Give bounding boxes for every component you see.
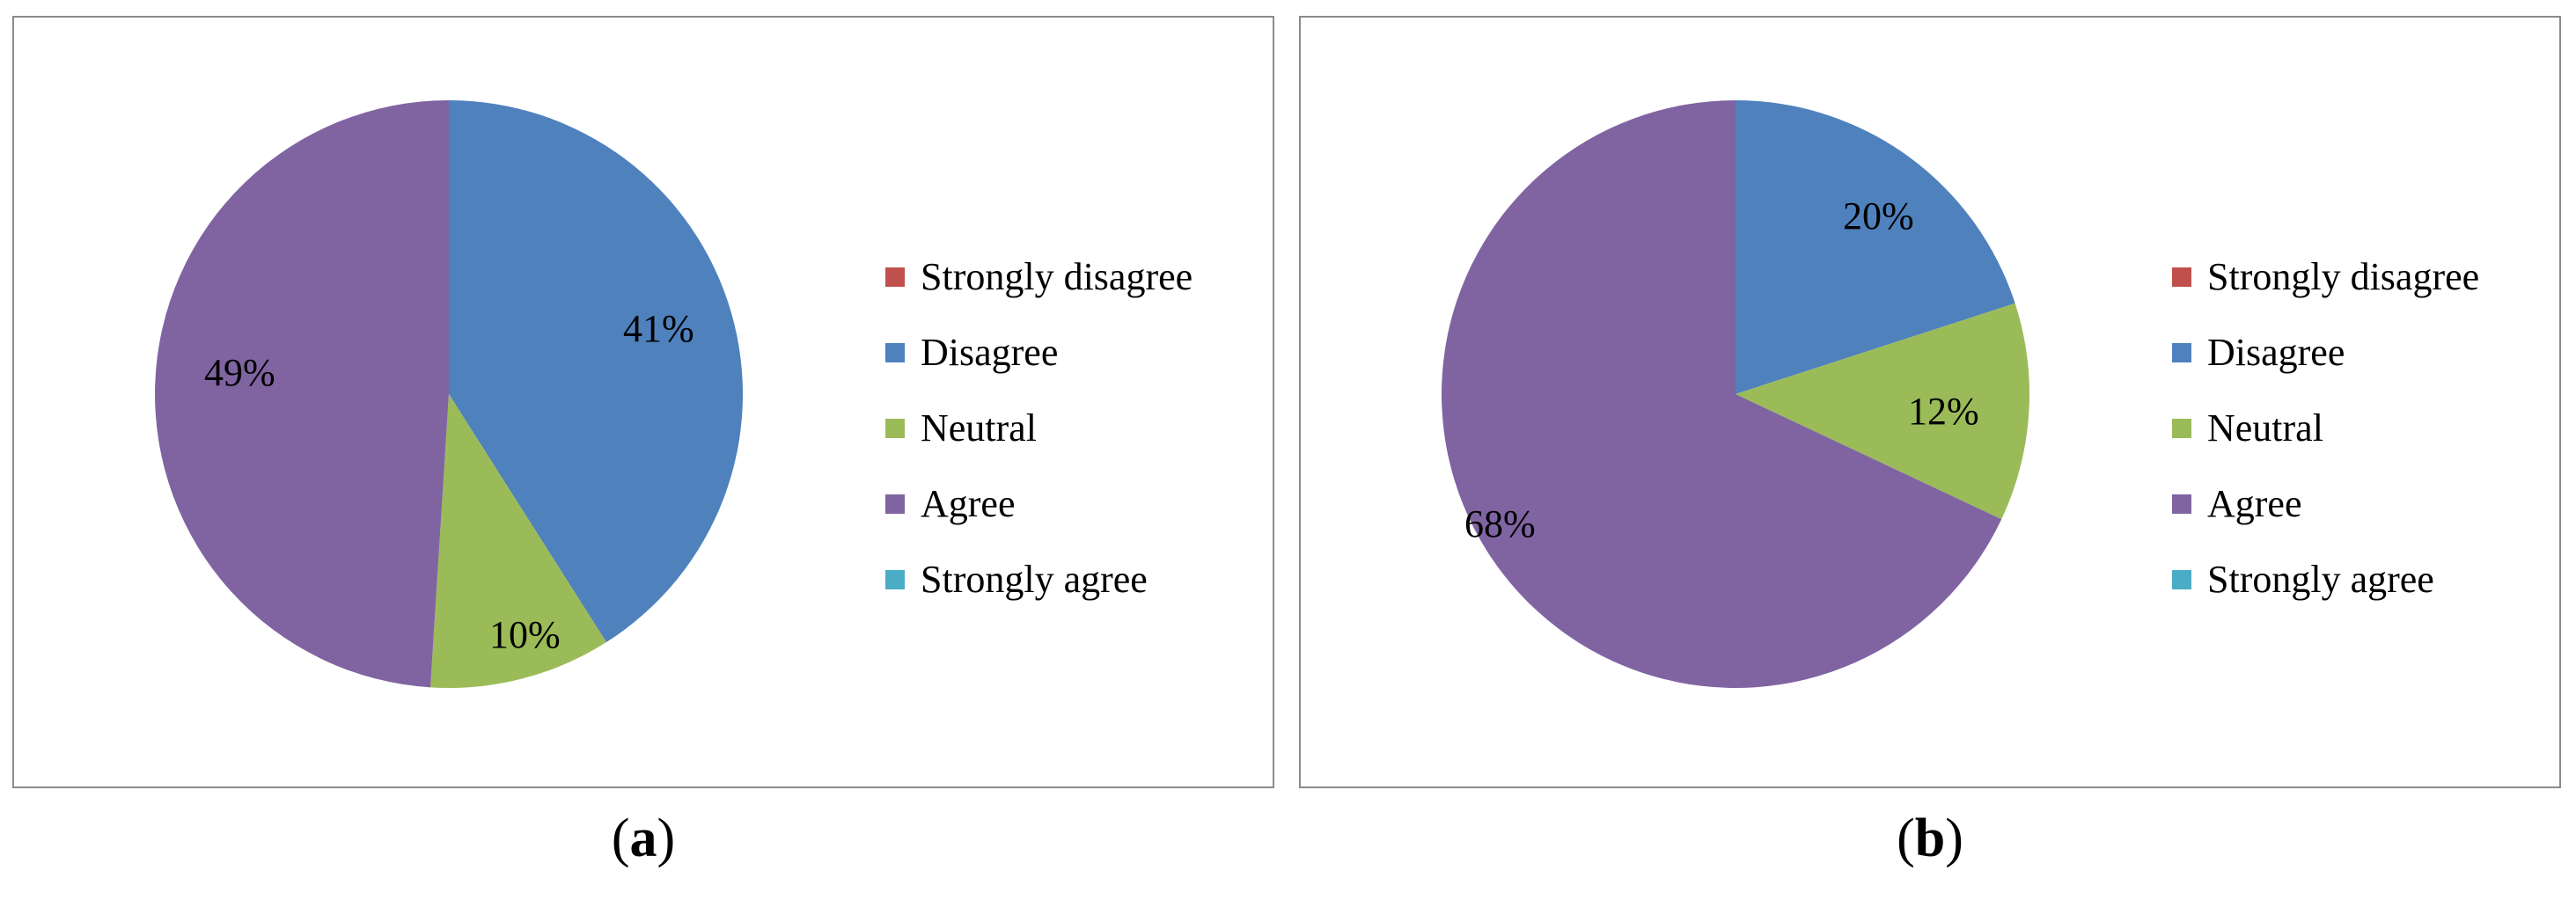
legend-b: Strongly disagree Disagree Neutral Agree Str… bbox=[2172, 239, 2479, 618]
caption-a-letter: a bbox=[629, 808, 657, 868]
legend-item-agree: Agree bbox=[885, 466, 1193, 542]
caption-a-close: ) bbox=[657, 808, 676, 868]
legend-label: Neutral bbox=[921, 406, 1037, 450]
pie-chart-a: 41% 10% 49% bbox=[155, 100, 744, 688]
legend-label: Strongly disagree bbox=[921, 255, 1193, 298]
caption-b-close: ) bbox=[1945, 808, 1963, 868]
legend-swatch bbox=[885, 494, 905, 514]
legend-label: Disagree bbox=[2207, 331, 2345, 374]
pie-chart-b: 20% 12% 68% bbox=[1441, 100, 2029, 688]
pie-slice-agree bbox=[155, 100, 449, 688]
legend-swatch bbox=[2172, 343, 2191, 362]
pie-slice-disagree bbox=[449, 100, 744, 643]
caption-b-letter: b bbox=[1914, 808, 1946, 868]
pie-slice-neutral bbox=[1736, 303, 2029, 520]
legend-a: Strongly disagree Disagree Neutral Agree Str… bbox=[885, 239, 1193, 618]
legend-item-disagree: Disagree bbox=[2172, 315, 2479, 391]
caption-a: (a) bbox=[12, 811, 1274, 866]
chart-panel-a: 41% 10% 49% Strongly disagree Disagree Neutr… bbox=[12, 16, 1274, 788]
legend-swatch bbox=[2172, 267, 2191, 287]
legend-swatch bbox=[885, 419, 905, 438]
legend-label: Disagree bbox=[921, 331, 1059, 374]
pie-slice-neutral bbox=[430, 394, 606, 688]
legend-label: Strongly agree bbox=[921, 558, 1148, 601]
legend-label: Neutral bbox=[2207, 406, 2323, 450]
pie-slice-disagree bbox=[1736, 100, 2015, 394]
data-label-disagree: 20% bbox=[1843, 194, 1914, 238]
legend-label: Agree bbox=[2207, 482, 2302, 525]
legend-item-agree: Agree bbox=[2172, 466, 2479, 542]
data-label-agree: 68% bbox=[1464, 502, 1536, 545]
legend-swatch bbox=[2172, 570, 2191, 589]
caption-a-open: ( bbox=[611, 808, 630, 868]
legend-swatch bbox=[2172, 419, 2191, 438]
data-label-agree: 49% bbox=[204, 351, 275, 394]
legend-swatch bbox=[885, 570, 905, 589]
legend-label: Agree bbox=[921, 482, 1016, 525]
data-label-neutral: 10% bbox=[489, 613, 561, 656]
pie-slice-agree bbox=[1441, 100, 2002, 688]
legend-item-disagree: Disagree bbox=[885, 315, 1193, 391]
legend-label: Strongly disagree bbox=[2207, 255, 2480, 298]
legend-swatch bbox=[885, 267, 905, 287]
legend-swatch bbox=[885, 343, 905, 362]
legend-item-strongly-disagree: Strongly disagree bbox=[885, 239, 1193, 315]
legend-item-strongly-agree: Strongly agree bbox=[2172, 542, 2479, 618]
caption-b: (b) bbox=[1299, 811, 2561, 866]
legend-item-strongly-agree: Strongly agree bbox=[885, 542, 1193, 618]
legend-item-neutral: Neutral bbox=[885, 391, 1193, 466]
legend-swatch bbox=[2172, 494, 2191, 514]
legend-item-neutral: Neutral bbox=[2172, 391, 2479, 466]
chart-panel-b: 20% 12% 68% Strongly disagree Disagree Neutr… bbox=[1299, 16, 2561, 788]
data-label-neutral: 12% bbox=[1908, 390, 1979, 433]
caption-b-open: ( bbox=[1897, 808, 1915, 868]
legend-item-strongly-disagree: Strongly disagree bbox=[2172, 239, 2479, 315]
data-label-disagree: 41% bbox=[623, 307, 694, 350]
legend-label: Strongly agree bbox=[2207, 558, 2434, 601]
